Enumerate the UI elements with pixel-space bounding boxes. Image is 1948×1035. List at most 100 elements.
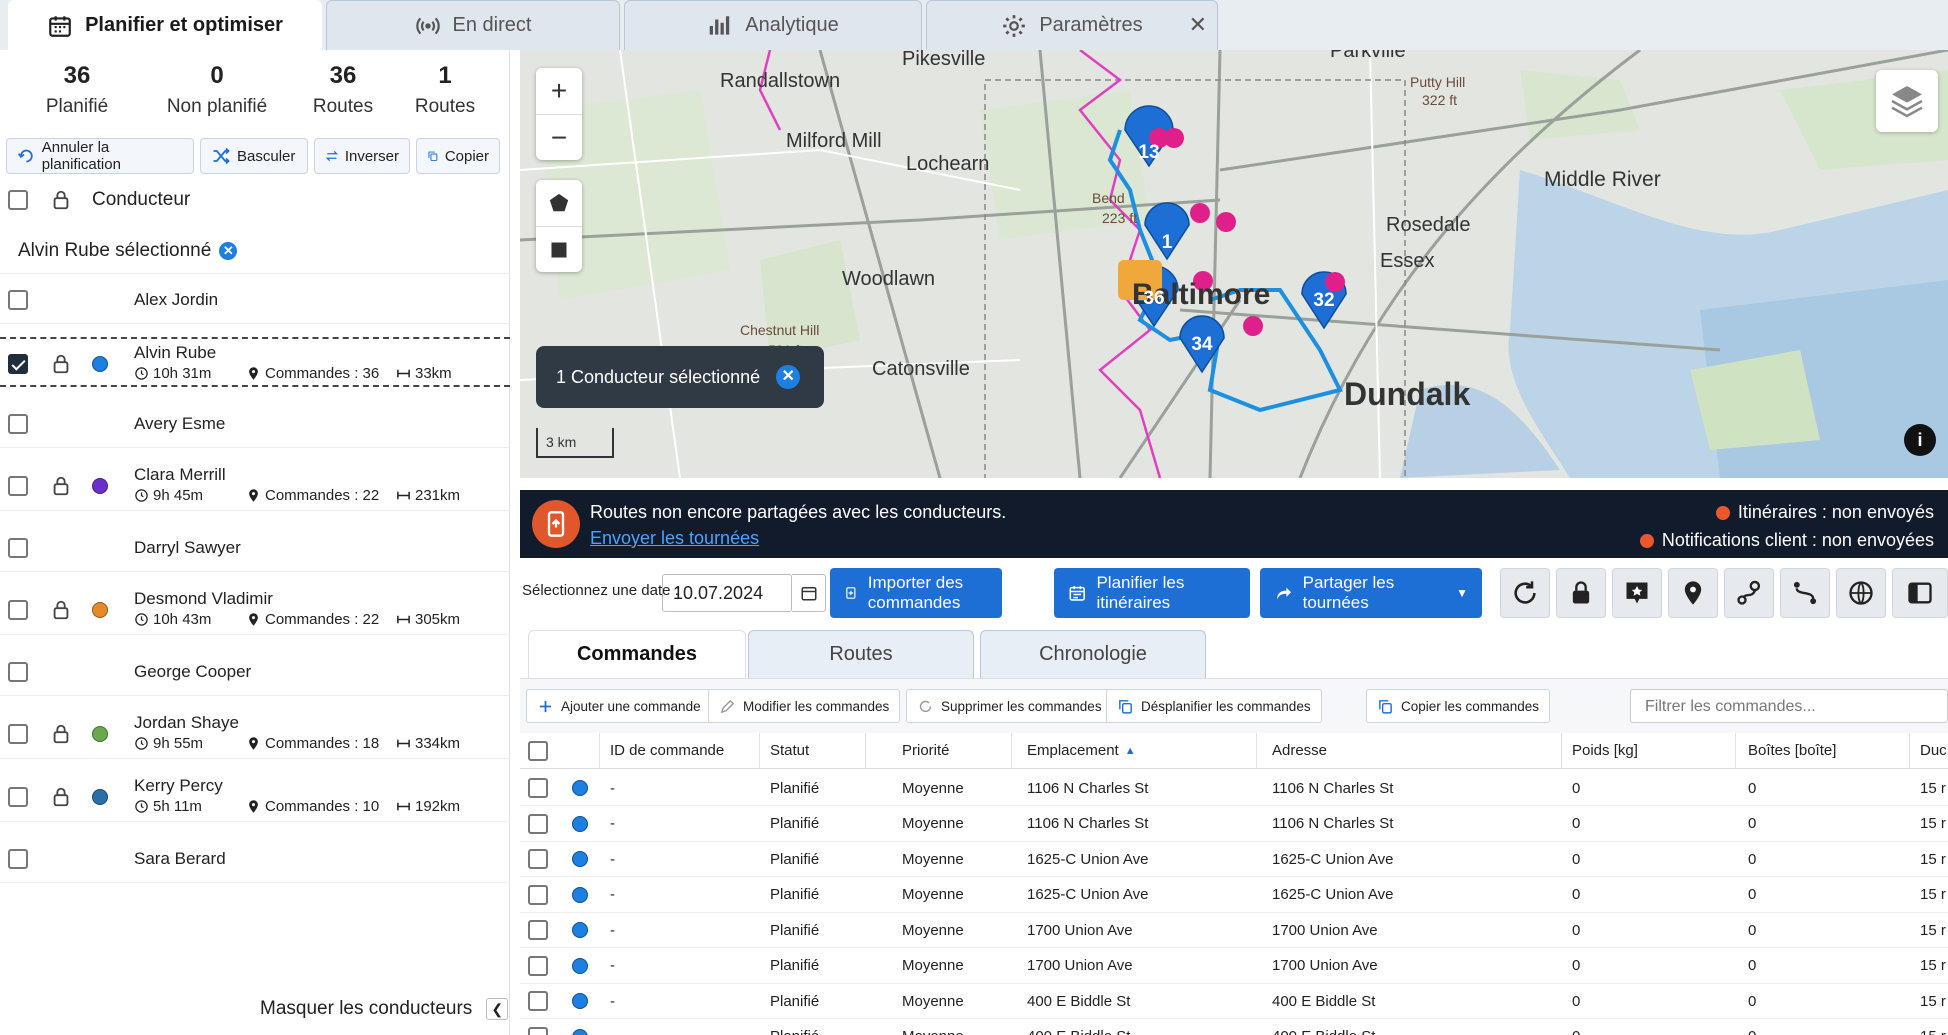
lock-icon[interactable]: [50, 475, 72, 497]
copy-orders-button[interactable]: Copier les commandes: [1366, 689, 1551, 723]
route-pin-button[interactable]: [1724, 568, 1774, 618]
driver-row[interactable]: Avery Esme: [0, 400, 510, 448]
tab-settings[interactable]: Paramètres ✕: [926, 0, 1218, 50]
lock-icon[interactable]: [50, 723, 72, 745]
row-checkbox[interactable]: [528, 920, 548, 940]
column-header[interactable]: Statut: [760, 733, 866, 768]
calendar-picker-button[interactable]: [792, 574, 826, 612]
column-header-sorted[interactable]: Emplacement ▲: [1017, 733, 1257, 768]
close-icon[interactable]: ✕: [776, 365, 801, 389]
lock-icon[interactable]: [50, 786, 72, 808]
driver-checkbox[interactable]: [8, 849, 28, 869]
import-orders-button[interactable]: Importer des commandes: [830, 568, 1002, 618]
lock-icon[interactable]: [50, 599, 72, 621]
route-map[interactable]: Pikesville Randallstown Milford Mill Loc…: [520, 50, 1948, 478]
tab-plan-optimize[interactable]: Planifier et optimiser: [8, 0, 322, 50]
tab-analytics[interactable]: Analytique: [624, 0, 922, 50]
filter-orders-input[interactable]: Filtrer les commandes...: [1630, 689, 1948, 723]
share-routes-button[interactable]: Partager les tournées ▼: [1260, 568, 1482, 618]
reverse-button[interactable]: Inverser: [314, 138, 410, 174]
hide-drivers-toggle[interactable]: Masquer les conducteurs ❮: [260, 998, 509, 1020]
info-icon[interactable]: i: [1904, 424, 1936, 456]
toggle-button[interactable]: Basculer: [200, 138, 308, 174]
unplan-orders-button[interactable]: Désplanifier les commandes: [1106, 689, 1322, 723]
driver-row[interactable]: Jordan Shaye 9h 55m Commandes : 18 334km: [0, 709, 510, 759]
clear-selection-icon[interactable]: ✕: [219, 241, 238, 260]
map-marker-label[interactable]: 13: [1138, 142, 1160, 163]
route-path-button[interactable]: [1780, 568, 1830, 618]
map-marker-label[interactable]: 1: [1161, 232, 1173, 253]
table-row[interactable]: - Planifié Moyenne 1625-C Union Ave 1625-C U…: [520, 878, 1948, 913]
driver-checkbox[interactable]: [8, 538, 28, 558]
row-checkbox[interactable]: [528, 813, 548, 834]
tab-timeline[interactable]: Chronologie: [980, 630, 1206, 678]
table-row[interactable]: - Planifié Moyenne 1700 Union Ave 1700 Union…: [520, 913, 1948, 948]
plan-routes-button[interactable]: Planifier les itinéraires: [1054, 568, 1250, 618]
lock-icon[interactable]: [50, 353, 72, 375]
column-header[interactable]: Poids [kg]: [1562, 733, 1736, 768]
cancel-planning-button[interactable]: Annuler la planification: [6, 138, 194, 174]
driver-row[interactable]: Kerry Percy 5h 11m Commandes : 10 192km: [0, 772, 510, 822]
driver-checkbox[interactable]: [8, 414, 28, 434]
table-row[interactable]: - Planifié Moyenne 400 E Biddle St 400 E Bid…: [520, 1020, 1948, 1035]
lock-icon[interactable]: [50, 189, 72, 211]
favorite-location-button[interactable]: [1612, 568, 1662, 618]
select-all-checkbox[interactable]: [8, 190, 28, 210]
refresh-button[interactable]: [1500, 568, 1550, 618]
driver-checkbox[interactable]: [8, 600, 28, 620]
zoom-in-button[interactable]: +: [550, 75, 568, 106]
driver-row[interactable]: Darryl Sawyer: [0, 524, 510, 572]
globe-button[interactable]: [1836, 568, 1886, 618]
driver-checkbox[interactable]: [8, 290, 28, 310]
row-checkbox[interactable]: [528, 991, 548, 1011]
table-row[interactable]: - Planifié Moyenne 1106 N Charles St 1106 N …: [520, 771, 1948, 806]
edit-orders-button[interactable]: Modifier les commandes: [708, 689, 901, 723]
driver-checkbox[interactable]: [8, 476, 28, 496]
column-header[interactable]: Adresse: [1262, 733, 1562, 768]
table-row[interactable]: - Planifié Moyenne 400 E Biddle St 400 E Bid…: [520, 984, 1948, 1019]
row-checkbox[interactable]: [528, 955, 548, 976]
driver-checkbox[interactable]: [8, 724, 28, 744]
row-checkbox[interactable]: [528, 849, 548, 869]
column-header[interactable]: ID de commande: [600, 733, 760, 768]
driver-checkbox[interactable]: [8, 662, 28, 682]
delete-orders-button[interactable]: Supprimer les commandes: [906, 689, 1113, 723]
row-checkbox[interactable]: [528, 884, 548, 905]
driver-row[interactable]: Alex Jordin: [0, 276, 510, 324]
add-order-button[interactable]: Ajouter une commande: [526, 689, 712, 723]
panel-toggle-button[interactable]: [1892, 568, 1948, 618]
driver-row[interactable]: Clara Merrill 9h 45m Commandes : 22 231km: [0, 461, 510, 511]
close-icon[interactable]: ✕: [1188, 12, 1207, 37]
driver-checkbox[interactable]: [8, 787, 28, 807]
tab-orders[interactable]: Commandes: [528, 630, 746, 678]
map-marker-label[interactable]: 36: [1143, 288, 1165, 309]
select-all-orders-checkbox[interactable]: [528, 740, 548, 761]
send-routes-link[interactable]: Envoyer les tournées: [590, 528, 760, 548]
rectangle-draw-button[interactable]: [536, 226, 582, 272]
copy-button[interactable]: Copier: [416, 138, 500, 174]
column-header[interactable]: Duc: [1920, 742, 1947, 759]
driver-checkbox[interactable]: [8, 354, 28, 374]
row-checkbox[interactable]: [528, 778, 548, 798]
layers-button[interactable]: [1876, 70, 1938, 132]
map-marker-label[interactable]: 34: [1191, 334, 1213, 355]
driver-row[interactable]: Alvin Rube 10h 31m Commandes : 36 33km: [0, 337, 510, 387]
table-row[interactable]: - Planifié Moyenne 1106 N Charles St 1106 N …: [520, 807, 1948, 842]
lock-button[interactable]: [1556, 568, 1606, 618]
row-checkbox[interactable]: [528, 1026, 548, 1035]
location-pin-button[interactable]: [1668, 568, 1718, 618]
tab-live[interactable]: En direct: [326, 0, 620, 50]
driver-row[interactable]: Desmond Vladimir 10h 43m Commandes : 22 305…: [0, 585, 510, 635]
polygon-draw-button[interactable]: [536, 180, 582, 226]
column-header[interactable]: Priorité: [892, 733, 1012, 768]
map-marker-label[interactable]: 32: [1313, 290, 1335, 311]
zoom-out-button[interactable]: −: [536, 114, 582, 160]
tab-routes[interactable]: Routes: [748, 630, 974, 678]
column-header[interactable]: Boîtes [boîte]: [1738, 733, 1910, 768]
date-input[interactable]: 10.07.2024: [662, 574, 792, 612]
driver-row[interactable]: George Cooper: [0, 648, 510, 696]
table-row[interactable]: - Planifié Moyenne 1625-C Union Ave 1625-C U…: [520, 842, 1948, 877]
chevron-left-icon[interactable]: ❮: [486, 998, 509, 1020]
table-row[interactable]: - Planifié Moyenne 1700 Union Ave 1700 Union…: [520, 949, 1948, 984]
driver-row[interactable]: Sara Berard: [0, 835, 510, 883]
